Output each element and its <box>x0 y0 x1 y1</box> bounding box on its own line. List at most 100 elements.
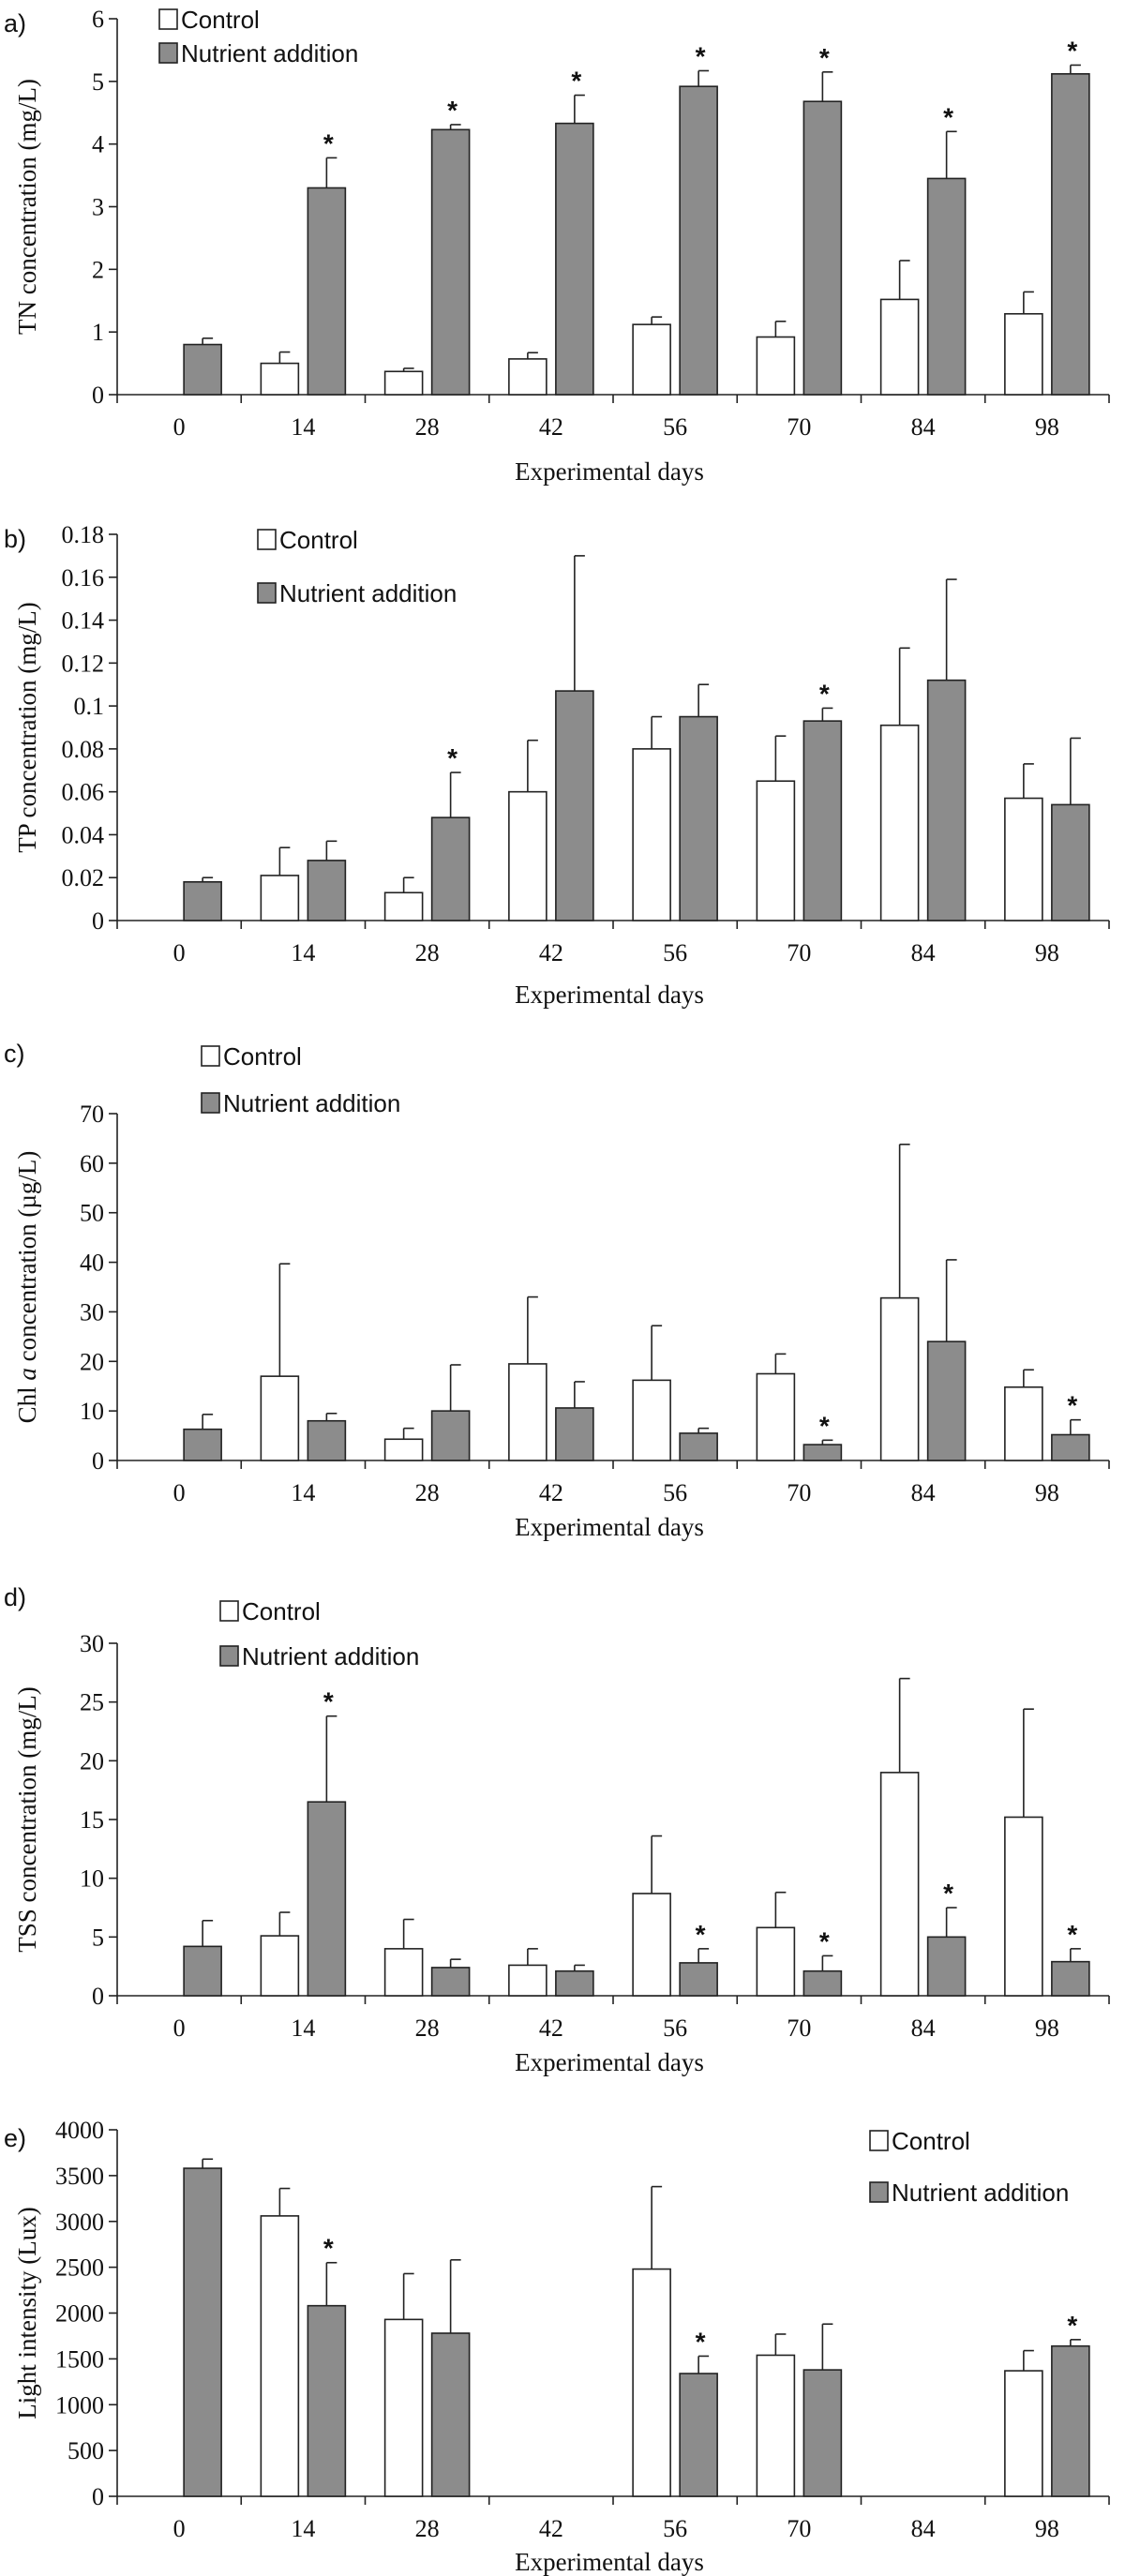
bar-nutrient-56 <box>679 715 718 921</box>
y-tick-label: 0 <box>92 2483 104 2510</box>
legend: Control Nutrient addition <box>257 526 457 607</box>
y-tick-label: 10 <box>80 1398 104 1425</box>
y-tick-label: 1000 <box>55 2391 104 2419</box>
bar-nutrient-0 <box>183 1945 222 1997</box>
y-tick-label: 2500 <box>55 2254 104 2282</box>
legend-label-control: Control <box>892 2127 970 2155</box>
y-tick-label: 5 <box>92 1924 104 1951</box>
bar-control-42 <box>508 358 548 396</box>
legend-label-control: Control <box>242 1597 321 1625</box>
y-tick-label: 3000 <box>55 2209 104 2236</box>
bar-nutrient-14 <box>307 1419 347 1461</box>
bar-nutrient-42 <box>555 690 594 921</box>
y-tick-label: 0.12 <box>62 650 105 677</box>
bar-control-14 <box>260 362 300 396</box>
x-tick-label: 70 <box>787 413 811 441</box>
y-tick-label: 0.1 <box>74 693 105 720</box>
legend-swatch-nutrient <box>257 582 277 604</box>
bar-control-28 <box>383 1948 424 1997</box>
significance-star: * <box>571 67 581 96</box>
legend-swatch-control <box>869 2130 889 2151</box>
significance-star: * <box>323 1687 334 1716</box>
legend-label-nutrient: Nutrient addition <box>181 39 358 67</box>
bar-control-56 <box>632 323 671 396</box>
legend-swatch-nutrient <box>201 1092 220 1114</box>
bar-control-98 <box>1004 1816 1043 1997</box>
legend-label-nutrient: Nutrient addition <box>242 1642 419 1670</box>
bar-nutrient-56 <box>679 85 718 396</box>
x-tick-label: 42 <box>539 2014 563 2042</box>
y-axis-title: Light intensity (Lux) <box>13 2207 41 2419</box>
bar-control-84 <box>879 724 920 921</box>
bar-control-14 <box>260 1935 300 1997</box>
legend: Control Nutrient addition <box>158 6 358 67</box>
significance-star: * <box>1067 2311 1077 2340</box>
legend-label-control: Control <box>223 1042 302 1071</box>
legend-swatch-nutrient <box>219 1645 239 1667</box>
y-tick-label: 15 <box>80 1806 104 1834</box>
y-tick-label: 0 <box>92 907 104 935</box>
chart-panel-e: e) 0 500 1000 1500 2000 2500 3000 3500 4000 0 14 28 4… <box>4 2117 1110 2576</box>
bar-control-98 <box>1004 797 1043 921</box>
bar-nutrient-84 <box>926 1340 967 1461</box>
chart-panel-d: d) 0 5 10 15 20 25 30 0 14 28 42 56 70 84 98 * * * * * TSS co… <box>4 1583 1110 2076</box>
x-axis-title: Experimental days <box>515 1513 704 1541</box>
bar-control-14 <box>260 2215 300 2497</box>
bar-nutrient-28 <box>430 128 471 396</box>
bar-control-28 <box>383 1438 424 1461</box>
bar-control-14 <box>260 1375 300 1461</box>
bar-nutrient-70 <box>802 1969 843 1997</box>
bar-control-28 <box>383 2318 424 2497</box>
legend: Control Nutrient addition <box>201 1042 400 1117</box>
y-tick-label: 20 <box>80 1747 104 1775</box>
significance-star: * <box>696 1920 706 1949</box>
legend-swatch-control <box>158 8 178 30</box>
bar-control-28 <box>383 891 424 921</box>
bar-nutrient-28 <box>430 816 471 921</box>
bar-nutrient-14 <box>307 860 347 921</box>
y-tick-label: 0 <box>92 382 104 409</box>
x-tick-label: 56 <box>663 939 687 966</box>
x-tick-label: 28 <box>415 2515 440 2542</box>
panel-label: e) <box>4 2124 26 2152</box>
bar-control-14 <box>260 875 300 921</box>
bar-control-56 <box>632 748 671 921</box>
x-axis-title: Experimental days <box>515 2048 704 2076</box>
y-axis-title-part: Chl <box>13 1381 41 1424</box>
panel-label: c) <box>4 1040 25 1068</box>
bar-nutrient-84 <box>926 177 967 396</box>
bar-nutrient-0 <box>183 343 222 396</box>
y-tick-label: 30 <box>80 1630 104 1657</box>
y-tick-label: 0.16 <box>62 564 105 592</box>
x-tick-label: 84 <box>911 2014 936 2042</box>
x-tick-label: 98 <box>1035 2014 1059 2042</box>
bar-nutrient-28 <box>430 1410 471 1461</box>
x-tick-label: 42 <box>539 939 563 966</box>
y-tick-label: 70 <box>80 1101 104 1128</box>
x-tick-label: 0 <box>173 2014 186 2042</box>
y-tick-label: 40 <box>80 1250 104 1277</box>
bar-control-98 <box>1004 1385 1043 1461</box>
legend-swatch-nutrient <box>869 2181 889 2203</box>
x-tick-label: 28 <box>415 1479 440 1506</box>
y-axis-title: TN concentration (mg/L) <box>13 79 41 335</box>
y-tick-label: 50 <box>80 1200 104 1227</box>
bar-nutrient-70 <box>802 100 843 396</box>
significance-star: * <box>696 2327 706 2356</box>
y-tick-label: 0 <box>92 1447 104 1475</box>
panel-label: b) <box>4 525 26 553</box>
x-tick-label: 70 <box>787 939 811 966</box>
x-tick-label: 84 <box>911 1479 936 1506</box>
bar-control-84 <box>879 298 920 396</box>
bar-control-98 <box>1004 312 1043 396</box>
bar-control-70 <box>756 1926 796 1997</box>
panel-label: d) <box>4 1583 26 1611</box>
bar-control-70 <box>756 1372 796 1461</box>
bar-nutrient-70 <box>802 720 843 921</box>
x-tick-label: 84 <box>911 2515 936 2542</box>
bar-control-84 <box>879 1296 920 1461</box>
x-tick-label: 98 <box>1035 2515 1059 2542</box>
bar-nutrient-42 <box>555 122 594 396</box>
x-tick-label: 56 <box>663 2515 687 2542</box>
